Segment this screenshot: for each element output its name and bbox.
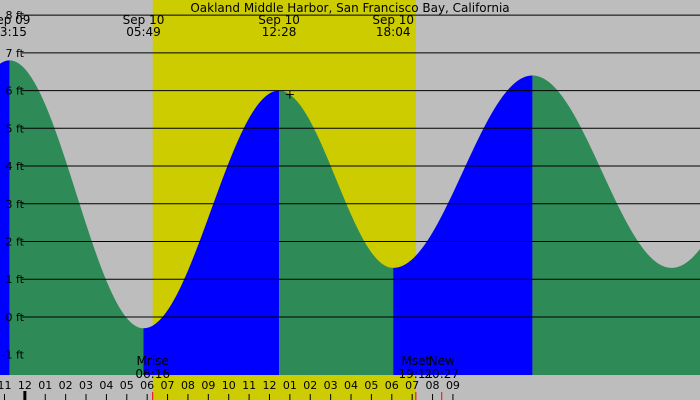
x-tick-label: 08 (181, 379, 195, 392)
y-tick-label: 8 ft (6, 9, 25, 22)
x-tick-label: 03 (324, 379, 338, 392)
tide-curve (0, 60, 700, 375)
x-tick-label: 06 (140, 379, 154, 392)
x-tick-label: 06 (385, 379, 399, 392)
y-tick-label: 2 ft (6, 236, 25, 249)
chart-title: Oakland Middle Harbor, San Francisco Bay… (190, 1, 509, 15)
x-tick-label: 12 (262, 379, 276, 392)
x-tick-label: 12 (18, 379, 32, 392)
x-tick-label: 08 (426, 379, 440, 392)
rising-tide-segment (143, 90, 280, 375)
x-tick-label: 03 (79, 379, 93, 392)
x-tick-label: 11 (242, 379, 256, 392)
y-tick-label: 5 ft (6, 122, 25, 135)
x-tick-label: 02 (303, 379, 317, 392)
event-time: 06:16 (135, 367, 170, 381)
x-tick-label: 07 (161, 379, 175, 392)
y-tick-label: 0 ft (6, 311, 25, 324)
event-label: Mset (401, 354, 430, 368)
tide-date-label: Sep 10 (258, 13, 300, 27)
x-tick-label: 09 (446, 379, 460, 392)
grid-lines (22, 14, 700, 318)
y-tick-label: -1 ft (2, 349, 25, 362)
tide-time-label: 05:49 (126, 25, 161, 39)
x-tick-label: 09 (201, 379, 215, 392)
rising-tide-segment (393, 75, 533, 375)
x-tick-label: 01 (38, 379, 52, 392)
event-label: New (429, 354, 455, 368)
now-marker (285, 90, 294, 99)
y-tick-label: 6 ft (6, 85, 25, 98)
tide-date-label: Sep 10 (372, 13, 414, 27)
falling-tide-segment (9, 60, 144, 375)
event-label: Mrise (137, 354, 169, 368)
rising-tide-segment (0, 60, 10, 375)
event-time: 20:27 (424, 367, 459, 381)
tide-date-label: Sep 09 (0, 13, 30, 27)
y-tick-label: 1 ft (6, 273, 25, 286)
x-tick-label: 07 (405, 379, 419, 392)
x-tick-label: 04 (99, 379, 113, 392)
y-tick-label: 7 ft (6, 47, 25, 60)
x-tick-label: 01 (283, 379, 297, 392)
tide-time-label: 23:15 (0, 25, 27, 39)
event-time: 19:11 (399, 367, 434, 381)
tide-time-label: 12:28 (262, 25, 297, 39)
x-tick-label: 10 (222, 379, 236, 392)
tide-date-label: Sep 10 (123, 13, 165, 27)
tide-time-label: 18:04 (376, 25, 411, 39)
y-axis-labels: 8 ft 7 ft 6 ft 5 ft 4 ft 3 ft 2 ft 1 ft 0 ft -1 f… (2, 9, 25, 362)
x-tick-label: 05 (364, 379, 378, 392)
x-tick-label: 04 (344, 379, 358, 392)
falling-tide-segment (279, 90, 394, 375)
x-tick-label: 02 (59, 379, 73, 392)
y-tick-label: 3 ft (6, 198, 25, 211)
x-tick-label: 11 (0, 379, 11, 392)
x-tick-label: 05 (120, 379, 134, 392)
x-axis: 11 12 01 02 03 04 05 06 07 08 09 10 11 12 01 02 03 04 05 06… (0, 379, 460, 400)
falling-tide-segment (532, 75, 700, 375)
y-tick-label: 4 ft (6, 160, 25, 173)
